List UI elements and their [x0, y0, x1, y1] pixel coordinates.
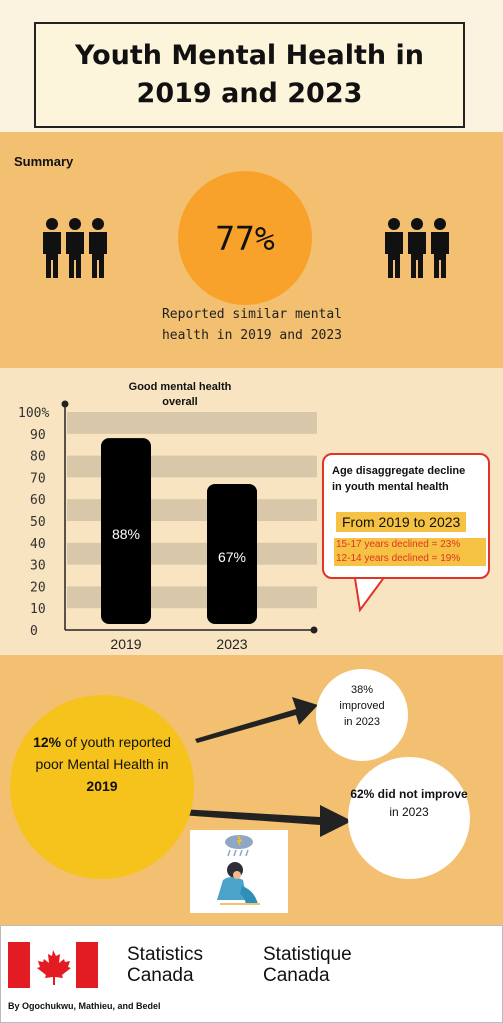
summary-label: Summary [14, 154, 74, 169]
not-improved-circle [348, 757, 470, 879]
callout-heading: Age disaggregate decline in youth mental… [332, 465, 466, 493]
canada-flag-icon [8, 942, 98, 988]
bar [207, 483, 257, 624]
percent-circle: 77% [178, 171, 312, 305]
y-tick-label: 70 [30, 471, 46, 486]
arrow-improved-icon [195, 697, 318, 743]
bar-value-label: 67% [218, 549, 246, 565]
y-tick-label: 0 [30, 624, 38, 639]
y-tick-label: 100% [18, 406, 49, 421]
grid-band [67, 412, 317, 434]
decline-item: 15-17 years declined = 23% [336, 539, 461, 550]
not-improved-year: in 2023 [389, 805, 429, 819]
poor-health-percent: 12% [33, 734, 62, 750]
poor-health-text: 12% of youth reported poor Mental Health… [20, 731, 184, 797]
people-icon [43, 218, 107, 278]
improved-text: 38% improved in 2023 [339, 684, 385, 728]
chart-title: Good mental health overall [128, 381, 232, 408]
x-axis-cap [310, 626, 318, 634]
summary-section: Summary 77% Reported similar mental heal… [0, 132, 503, 368]
callout-period: From 2019 to 2023 [336, 512, 467, 532]
agency-name-english: Statistics Canada [127, 944, 204, 986]
not-improved-label: 62% did not improve [350, 787, 468, 801]
chart-section: Good mental health overall 0 10 20 30 40 50 60… [0, 368, 503, 655]
y-tick-label: 60 [30, 493, 46, 508]
not-improved-text: 62% did not improve in 2023 [348, 785, 470, 821]
footer: Statistics Canada Statistique Canada By … [0, 925, 503, 1023]
poor-health-circle [10, 695, 194, 879]
arrow-not-improved-icon [180, 805, 352, 837]
poor-health-year: 2019 [86, 778, 118, 794]
similar-health-percent: 77% [215, 218, 275, 258]
age-decline-callout: Age disaggregate decline in youth mental… [322, 453, 490, 579]
decline-list: 15-17 years declined = 23% 12-14 years d… [334, 538, 486, 566]
arrows [180, 697, 352, 837]
bar-chart: 0 10 20 30 40 50 60 70 80 90 100% 88% 2019 67% 2023 [18, 400, 318, 652]
people-icon [385, 218, 449, 278]
summary-description: Reported similar mental health in 2019 a… [161, 307, 342, 343]
byline: By Ogochukwu, Mathieu, and Bedel [8, 1001, 161, 1011]
page-title: Youth Mental Health in 2019 and 2023 [75, 40, 424, 109]
poor-health-label: of youth reported poor Mental Health in [35, 734, 171, 772]
sad-person-illustration-icon [190, 830, 288, 913]
header: Youth Mental Health in 2019 and 2023 [0, 0, 503, 132]
y-tick-label: 10 [30, 602, 46, 617]
y-tick-label: 80 [30, 450, 46, 465]
improvement-section: 12% of youth reported poor Mental Health… [0, 655, 503, 925]
bar-value-label: 88% [112, 526, 140, 542]
category-label: 2023 [216, 636, 247, 652]
decline-item: 12-14 years declined = 19% [336, 553, 461, 564]
title-box: Youth Mental Health in 2019 and 2023 [34, 22, 465, 128]
category-label: 2019 [110, 636, 141, 652]
y-tick-label: 50 [30, 515, 46, 530]
agency-name-french: Statistique Canada [263, 944, 352, 986]
y-tick-label: 30 [30, 559, 46, 574]
bar [101, 438, 151, 624]
y-axis-cap [61, 400, 69, 408]
y-tick-label: 40 [30, 537, 46, 552]
y-tick-label: 90 [30, 428, 46, 443]
y-tick-label: 20 [30, 580, 46, 595]
improved-circle [316, 669, 408, 761]
